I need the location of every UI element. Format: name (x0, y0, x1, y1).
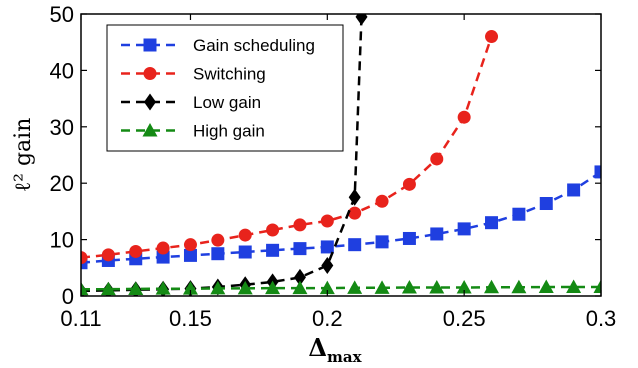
x-axis-title: Δmax (308, 333, 362, 366)
switching-point (375, 194, 389, 208)
high-gain-point (538, 279, 554, 293)
gain-scheduling-point (293, 242, 307, 256)
x-tick-label: 0.3 (586, 306, 617, 331)
high-gain-point (210, 280, 226, 295)
high-gain-point (566, 279, 582, 293)
high-gain-point (429, 280, 445, 294)
y-axis-title: ℓ² gain (11, 118, 36, 193)
y-tick-label: 20 (50, 171, 74, 196)
plot-frame (80, 13, 602, 297)
switching-point (81, 251, 88, 265)
plot-marks (81, 14, 601, 296)
legend-item-gain-scheduling: Gain scheduling (121, 36, 315, 55)
legend-marker (142, 123, 158, 137)
high-gain-point (155, 281, 171, 295)
gain-scheduling-point (266, 243, 280, 257)
legend-marker (143, 67, 157, 80)
y-tick-label: 30 (50, 115, 74, 140)
low-gain-point (293, 268, 306, 286)
x-tick-label: 0.11 (60, 306, 101, 331)
legend-label: Low gain (193, 93, 261, 112)
high-gain-point (128, 281, 144, 295)
gain-scheduling-point (539, 197, 553, 211)
y-tick-label: 0 (62, 284, 74, 309)
low-gain-point (348, 188, 361, 206)
low-gain-point (355, 14, 368, 26)
switching-point (485, 30, 499, 44)
switching-point (457, 110, 471, 124)
switching-point (129, 244, 143, 258)
high-gain-point (237, 280, 253, 295)
high-gain-point (511, 279, 527, 294)
gain-scheduling-point (430, 227, 444, 241)
switching-point (266, 223, 280, 237)
high-gain-point (456, 280, 472, 294)
switching-point (402, 177, 416, 191)
gain-scheduling-point (211, 247, 225, 261)
legend-label: Gain scheduling (193, 36, 315, 55)
gain-scheduling-point (457, 222, 471, 236)
gain-scheduling-point (512, 207, 526, 221)
switching-point (183, 238, 197, 252)
high-gain-point (265, 280, 281, 295)
gain-scheduling-point (567, 183, 581, 197)
legend: Gain scheduling Switching Low gain High gai… (106, 24, 344, 152)
gain-scheduling-point (375, 235, 389, 249)
x-tick-label: 0.2 (312, 306, 343, 331)
series-switching (81, 30, 499, 265)
gain-scheduling-point (485, 216, 499, 230)
gain-scheduling-point (238, 245, 252, 259)
gain-scheduling-point (183, 248, 197, 262)
x-tick-label: 0.25 (443, 306, 486, 331)
y-tick-label: 50 (50, 2, 74, 27)
switching-point (211, 233, 225, 247)
switching-point (156, 241, 170, 255)
gain-scheduling-point (156, 250, 170, 264)
switching-line (81, 36, 493, 259)
switching-point (101, 248, 115, 262)
gain-scheduling-point (594, 165, 601, 179)
gain-scheduling-point (320, 240, 334, 254)
high-gain-line (81, 285, 601, 291)
axis-ticks: 0.11 0.15 0.2 0.25 0.3 0 10 20 30 40 50 (50, 2, 617, 331)
legend-item-high-gain: High gain (121, 122, 265, 141)
high-gain-point (347, 280, 363, 294)
series-high-gain (81, 279, 601, 296)
switching-point (320, 214, 334, 228)
high-gain-point (593, 279, 601, 293)
low-gain-point (321, 257, 334, 275)
high-gain-point (182, 281, 198, 295)
high-gain-point (100, 281, 116, 296)
high-gain-point (484, 279, 500, 294)
high-gain-point (292, 280, 308, 295)
legend-marker (144, 93, 156, 111)
switching-point (293, 218, 307, 232)
x-tick-label: 0.15 (169, 306, 212, 331)
switching-point (430, 152, 444, 166)
legend-item-low-gain: Low gain (121, 93, 261, 112)
gain-scheduling-point (402, 231, 416, 245)
high-gain-point (81, 281, 89, 296)
x-axis-title-symbol: Δ (308, 333, 327, 362)
y-tick-label: 10 (50, 228, 74, 253)
y-tick-label: 40 (50, 58, 74, 83)
high-gain-point (374, 280, 390, 294)
legend-marker (143, 38, 157, 52)
high-gain-point (319, 280, 335, 295)
switching-point (238, 228, 252, 242)
legend-label: Switching (193, 65, 266, 84)
legend-item-switching: Switching (121, 65, 266, 84)
legend-label: High gain (193, 122, 265, 141)
high-gain-point (401, 280, 417, 294)
x-axis-title-subscript: max (327, 348, 363, 366)
gain-scheduling-point (348, 238, 362, 252)
switching-point (348, 206, 362, 220)
series-gain-scheduling (81, 165, 601, 270)
